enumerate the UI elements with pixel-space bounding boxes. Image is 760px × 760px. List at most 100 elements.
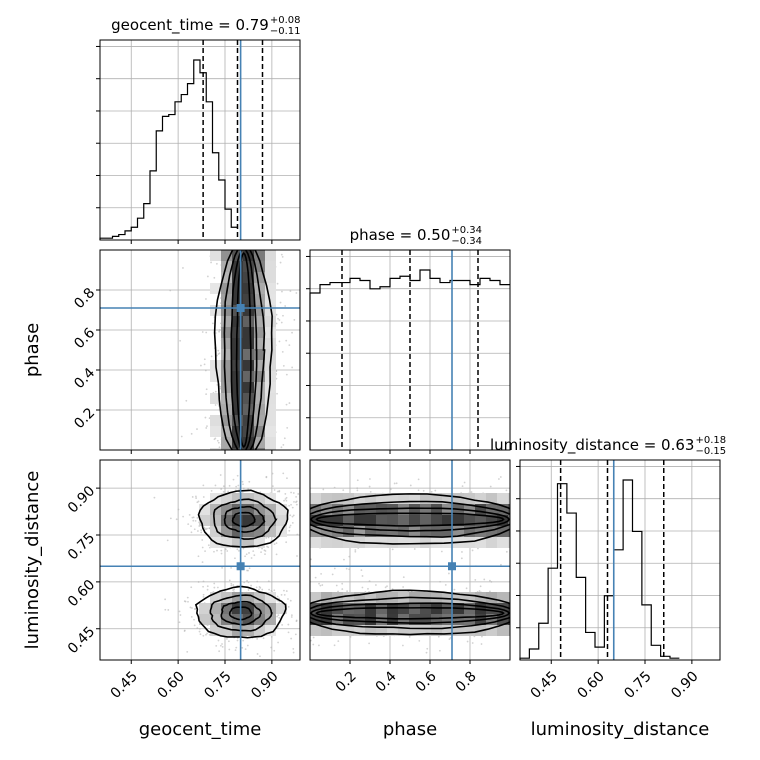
sample-point (273, 649, 276, 652)
density-cell (475, 493, 486, 504)
sample-point (265, 475, 268, 478)
sample-point (218, 446, 221, 449)
density-cell (265, 448, 276, 450)
sample-point (227, 490, 230, 493)
sample-point (453, 588, 456, 591)
y-tick-label: 0.45 (65, 624, 98, 657)
sample-point (248, 552, 250, 554)
sample-point (281, 290, 283, 293)
density-cell (210, 592, 221, 603)
sample-point (234, 557, 236, 560)
density-cell (265, 404, 276, 415)
sample-point (247, 581, 250, 584)
sample-point (345, 567, 348, 570)
sample-point (187, 600, 189, 603)
density-cell (232, 250, 243, 261)
sample-point (295, 292, 298, 294)
density-cell (232, 437, 243, 448)
density-cell (332, 537, 343, 548)
contour-line (220, 600, 263, 626)
sample-point (305, 598, 307, 600)
density-cell (365, 625, 376, 636)
sample-point (201, 331, 204, 333)
density-cell (376, 614, 387, 625)
sample-point (481, 635, 483, 638)
histogram-luminosity_distance (519, 479, 680, 660)
sample-point (216, 549, 218, 552)
sample-point (247, 488, 250, 490)
sample-point (210, 489, 213, 492)
sample-point (287, 598, 289, 600)
data-layer (99, 40, 680, 660)
density-cell (398, 493, 409, 504)
sample-point (169, 289, 172, 292)
density-cell (199, 614, 210, 625)
sample-point (235, 646, 238, 649)
density-cell (486, 493, 497, 504)
sample-point (278, 597, 280, 600)
title-minus-error: −0.15 (695, 446, 726, 457)
density-cell (254, 603, 265, 614)
density-cell (497, 526, 508, 537)
density-cell (442, 504, 453, 515)
density-cell (409, 493, 420, 504)
panel-phase-vs-geocent_time (100, 250, 300, 450)
density-cell (254, 393, 265, 404)
sample-point (479, 585, 482, 588)
sample-point (318, 582, 320, 585)
sample-point (356, 489, 359, 492)
sample-point (215, 262, 218, 265)
density-cell (486, 592, 497, 603)
sample-point (230, 582, 233, 585)
density-cell (210, 426, 221, 437)
y-axis-label-luminosity_distance: luminosity_distance (22, 471, 43, 650)
density-cell (332, 515, 343, 526)
sample-point (169, 517, 172, 520)
sample-point (280, 593, 283, 596)
density-cell (265, 316, 276, 327)
density-cell (221, 327, 232, 338)
density-cell (343, 592, 354, 603)
density-cell (376, 493, 387, 504)
density-cell (232, 537, 243, 548)
sample-point (284, 305, 287, 307)
density-cell (332, 526, 343, 537)
sample-point (236, 548, 239, 551)
sample-point (232, 589, 234, 591)
density-cell (243, 614, 254, 625)
sample-point (267, 536, 270, 539)
density-cell (343, 515, 354, 526)
sample-point (253, 554, 256, 557)
sample-point (447, 572, 450, 575)
sample-point (282, 314, 284, 317)
sample-point (264, 553, 266, 556)
density-cell (387, 537, 398, 548)
sample-point (287, 605, 290, 608)
density-cell (464, 625, 475, 636)
contour-line (228, 606, 253, 621)
density-cell (376, 592, 387, 603)
density-cell (497, 504, 508, 515)
density-cell (265, 272, 276, 283)
density-cell (321, 614, 332, 625)
density-cell (265, 426, 276, 437)
density-cell (265, 415, 276, 426)
sample-point (418, 639, 421, 642)
sample-point (244, 555, 246, 558)
density-cell (376, 526, 387, 537)
sample-point (368, 580, 371, 583)
panel-luminosity_distance-vs-geocent_time (100, 460, 307, 660)
sample-point (178, 621, 181, 624)
density-cell (409, 537, 420, 548)
sample-point (202, 580, 205, 583)
sample-point (430, 490, 433, 493)
density-cell (232, 272, 243, 283)
density-cell (265, 614, 276, 625)
sample-point (178, 610, 181, 613)
sample-point (202, 634, 205, 637)
density-cell (387, 515, 398, 526)
sample-point (193, 618, 195, 621)
sample-point (212, 322, 214, 325)
sample-point (331, 573, 334, 576)
density-cell (365, 515, 376, 526)
